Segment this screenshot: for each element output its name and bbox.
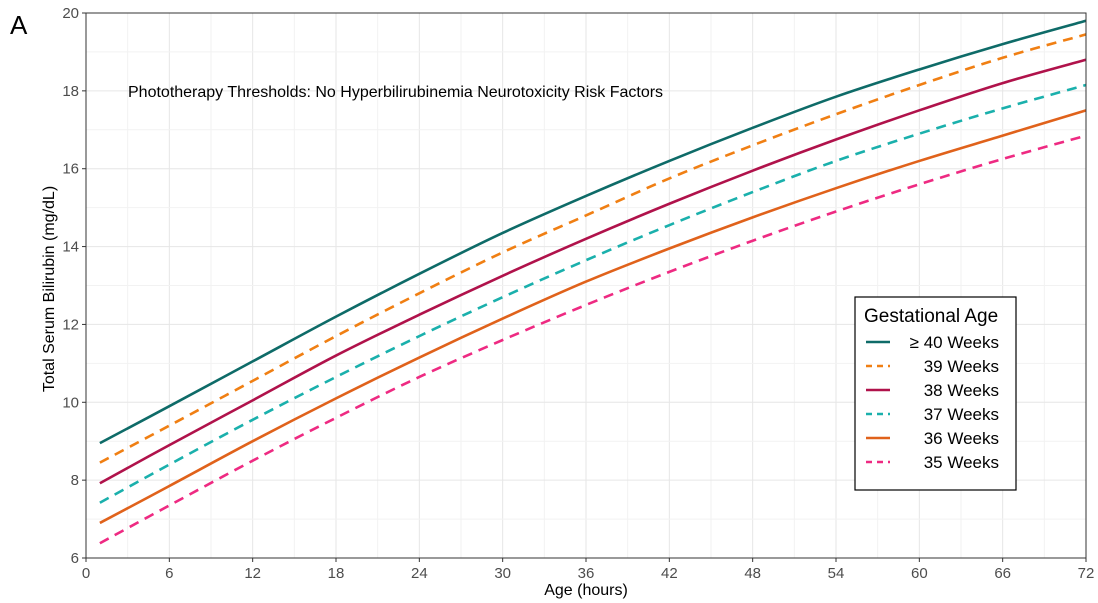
legend-label-1: ≥ 40 Weeks	[910, 333, 999, 352]
x-tick-label: 66	[994, 565, 1011, 582]
x-tick-label: 42	[661, 565, 678, 582]
series-line-3	[99, 58, 1087, 485]
x-tick-label: 36	[578, 565, 595, 582]
y-tick-label: 8	[71, 472, 79, 489]
legend-box	[854, 296, 1017, 491]
y-tick-label: 14	[62, 239, 79, 256]
plot-frame	[85, 12, 1087, 559]
series-line-1	[99, 19, 1087, 445]
series-line-5	[99, 109, 1087, 525]
series-line-6	[99, 134, 1087, 545]
legend-label-5: 36 Weeks	[924, 429, 999, 448]
legend-label-6: 35 Weeks	[924, 453, 999, 472]
x-tick-label: 6	[165, 565, 173, 582]
chart-annotation: Phototherapy Thresholds: No Hyperbilirub…	[128, 84, 663, 101]
y-tick-label: 16	[62, 161, 79, 178]
x-axis-title: Age (hours)	[544, 582, 628, 599]
legend-label-3: 38 Weeks	[924, 381, 999, 400]
y-axis-title: Total Serum Bilirubin (mg/dL)	[41, 186, 58, 392]
x-tick-label: 48	[744, 565, 761, 582]
legend-title: Gestational Age	[864, 306, 998, 327]
y-tick-label: 20	[62, 5, 79, 22]
x-tick-label: 18	[328, 565, 345, 582]
x-tick-label: 12	[244, 565, 261, 582]
legend-label-2: 39 Weeks	[924, 357, 999, 376]
x-axis-ticks: 0 6 12 18 24 30 36 42 48 54 60 66 72	[82, 558, 1095, 582]
x-tick-label: 0	[82, 565, 90, 582]
y-axis-ticks: 6 8 10 12 14 16 18 20	[62, 5, 86, 567]
x-tick-label: 24	[411, 565, 428, 582]
x-tick-label: 54	[828, 565, 845, 582]
series-line-2	[99, 33, 1087, 464]
y-tick-label: 12	[62, 316, 79, 333]
y-tick-label: 18	[62, 83, 79, 100]
series-lines	[99, 19, 1087, 545]
y-tick-label: 6	[71, 550, 79, 567]
legend-label-4: 37 Weeks	[924, 405, 999, 424]
panel-label: A	[10, 10, 28, 40]
legend: Gestational Age ≥ 40 Weeks 39 Weeks 38 Wee…	[854, 296, 1017, 491]
x-tick-label: 30	[494, 565, 511, 582]
series-line-4	[99, 83, 1087, 504]
x-tick-label: 60	[911, 565, 928, 582]
y-tick-label: 10	[62, 394, 79, 411]
x-tick-label: 72	[1078, 565, 1095, 582]
